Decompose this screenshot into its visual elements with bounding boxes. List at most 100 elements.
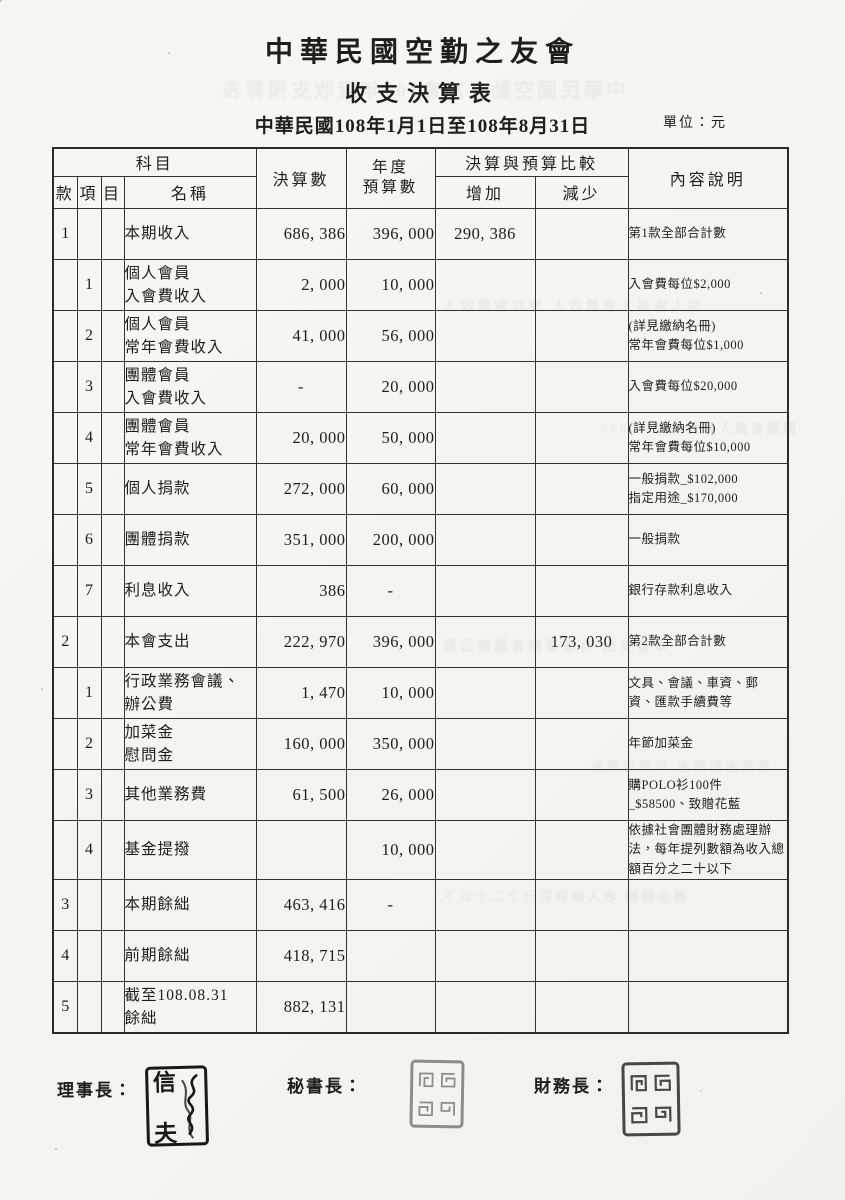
table-row: 4 前期餘絀 418, 715 (52, 930, 789, 982)
cell-increase (434, 615, 536, 668)
cell-note: 年節加菜金 (627, 717, 789, 770)
cell-final-amount: 160, 000 (255, 717, 347, 770)
table-row: 5 截至108.08.31 餘絀 882, 131 (52, 981, 789, 1034)
cell-increase (434, 930, 536, 982)
table-header: 科目 決算數 年度 預算數 決算與預算比較 內容說明 款 項 目 名稱 增加 減… (52, 147, 789, 209)
table-row: 4 基金提撥 10, 000 依據社會團體財務處理辦法，每年提列數額為收入總額百分之二… (52, 819, 789, 881)
cell-xiang (76, 615, 102, 668)
cell-decrease (534, 411, 629, 464)
cell-decrease (534, 666, 629, 719)
cell-name: 個人會員 常年會費收入 (123, 309, 257, 362)
table-row: 1 個人會員 入會費收入 2, 000 10, 000 入會費每位$2,000 (52, 258, 789, 311)
header-xiang: 項 (76, 175, 102, 209)
cell-xiang: 6 (76, 513, 102, 566)
document-subtitle: 收支決算表 (344, 80, 500, 106)
table-row: 3 本期餘絀 463, 416- (52, 879, 789, 931)
cell-mu (100, 717, 125, 770)
cell-budget-amount: 396, 000 (345, 207, 436, 260)
seal-glyph (630, 1074, 647, 1092)
cell-name: 團體捐款 (123, 513, 257, 566)
report-period: 中華民國108年1月1日至108年8月31日 (254, 115, 591, 137)
cell-decrease (534, 768, 629, 821)
cell-budget-amount (345, 930, 436, 982)
cell-name: 基金提撥 (123, 819, 257, 881)
cell-increase (434, 411, 536, 464)
cell-decrease (534, 513, 629, 566)
cell-note: 一般捐款 (627, 513, 789, 566)
cell-kuan (52, 717, 78, 770)
cell-budget-amount: 396, 000 (345, 615, 436, 668)
cell-note (627, 879, 789, 931)
cell-xiang: 3 (76, 360, 102, 413)
cell-name: 加菜金 慰問金 (123, 717, 257, 770)
cell-kuan: 2 (52, 615, 78, 668)
cell-mu (100, 981, 125, 1034)
cell-mu (100, 258, 125, 311)
table-row: 1 本期收入 686, 386 396, 000 290, 386 第1款全部合計數 (52, 207, 789, 260)
header-decrease: 減少 (534, 175, 629, 209)
cell-mu (100, 879, 125, 931)
cell-kuan (52, 309, 78, 362)
cell-final-amount: 351, 000 (255, 513, 347, 566)
cell-xiang: 2 (76, 717, 102, 770)
cell-increase (434, 462, 536, 515)
cell-note: 第1款全部合計數 (627, 207, 789, 260)
cell-increase (434, 360, 536, 413)
cell-budget-amount: 56, 000 (345, 309, 436, 362)
cell-mu (100, 207, 125, 260)
cell-kuan: 3 (52, 879, 78, 931)
cell-decrease (534, 258, 629, 311)
cell-mu (100, 564, 125, 617)
cell-note: 入會費每位$2,000 (627, 258, 789, 311)
cell-xiang: 4 (76, 819, 102, 881)
cell-note: 第2款全部合計數 (627, 615, 789, 668)
cell-mu (100, 768, 125, 821)
cell-name: 個人捐款 (123, 462, 257, 515)
cell-kuan: 5 (52, 981, 78, 1034)
cell-note: 銀行存款利息收入 (627, 564, 789, 617)
secretary-seal-stamp (409, 1059, 465, 1129)
cell-budget-amount: 200, 000 (345, 513, 436, 566)
cell-increase (434, 666, 536, 719)
cell-final-amount: 463, 416 (255, 879, 347, 931)
seal-glyph (654, 1074, 671, 1092)
cell-kuan (52, 462, 78, 515)
cell-decrease (534, 879, 629, 931)
cell-name: 其他業務費 (123, 768, 257, 821)
cell-note: 一般捐款_$102,000 指定用途_$170,000 (627, 462, 789, 515)
cell-mu (100, 513, 125, 566)
seal-glyph (440, 1101, 456, 1116)
cell-mu (100, 615, 125, 668)
header-kuan: 款 (52, 175, 78, 209)
table-row: 3 團體會員 入會費收入 -20, 000 入會費每位$20,000 (52, 360, 789, 413)
cell-increase (434, 717, 536, 770)
scan-speck (0, 0, 2, 2)
cell-xiang: 1 (76, 258, 102, 311)
cell-mu (100, 360, 125, 413)
cell-final-amount: 272, 000 (255, 462, 347, 515)
header-increase: 增加 (434, 175, 536, 209)
cell-note: (詳見繳納名冊) 常年會費每位$1,000 (627, 309, 789, 362)
cell-budget-amount: - (345, 879, 436, 931)
cell-note: 入會費每位$20,000 (627, 360, 789, 413)
cell-name: 前期餘絀 (123, 930, 257, 982)
header-compare-group: 決算與預算比較 (434, 147, 629, 177)
cell-kuan (52, 513, 78, 566)
cell-decrease (534, 564, 629, 617)
treasurer-label: 財務長： (534, 1077, 610, 1096)
cell-increase (434, 819, 536, 881)
cell-name: 截至108.08.31 餘絀 (123, 981, 257, 1034)
cell-xiang (76, 930, 102, 982)
table-row: 2 本會支出 222, 970 396, 000 173, 030 第2款全部合計數 (52, 615, 789, 668)
cell-final-amount: - (255, 360, 347, 413)
cell-decrease (534, 309, 629, 362)
cell-kuan: 1 (52, 207, 78, 260)
cell-note: (詳見繳納名冊) 常年會費每位$10,000 (627, 411, 789, 464)
cell-budget-amount: 10, 000 (345, 819, 436, 881)
cell-final-amount: 61, 500 (255, 768, 347, 821)
cell-increase (434, 309, 536, 362)
cell-final-amount: 2, 000 (255, 258, 347, 311)
cell-budget-amount: 10, 000 (345, 666, 436, 719)
cell-decrease (534, 717, 629, 770)
header-name: 名稱 (123, 175, 257, 209)
